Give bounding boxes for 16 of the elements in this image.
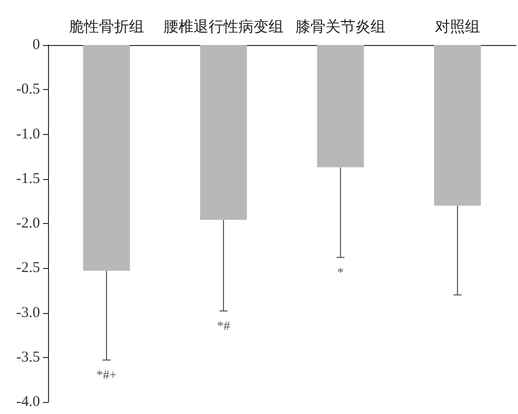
x-tick-label: 腰椎退行性病变组 [164,18,284,36]
y-tick-label: -2.0 [16,216,40,232]
y-tick-label: -4.0 [16,394,40,410]
y-tick-label: -1.5 [16,170,40,187]
annotation: * [337,264,344,280]
y-tick-label: -3.5 [16,349,40,366]
y-tick-label: -2.5 [16,260,40,276]
y-tick-label: -3.0 [16,304,40,321]
x-tick-label: 膝骨关节炎组 [296,18,386,36]
x-tick-label: 脆性骨折组 [69,18,144,36]
y-tick-label: 0 [32,37,40,53]
annotation: *# [217,318,230,333]
y-tick-label: -1.0 [16,126,40,142]
y-tick-label: -0.5 [16,82,40,98]
x-tick-label: 对照组 [435,18,480,36]
annotation: *#+ [96,367,117,382]
